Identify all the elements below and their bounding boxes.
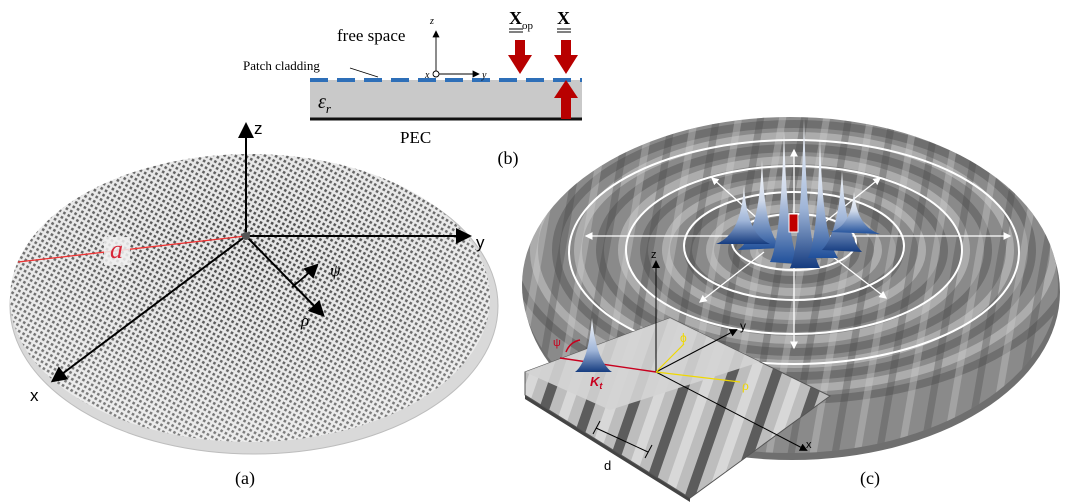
red-arrow-x-down [561, 40, 571, 56]
caption-a: (a) [235, 468, 255, 489]
patch-cladding-label: Patch cladding [243, 58, 320, 73]
inset-peak [575, 318, 612, 372]
x-axis [50, 235, 247, 383]
c-x-label: x [806, 439, 812, 451]
rho-vector [245, 235, 325, 317]
period-label: d [604, 458, 611, 473]
period-dim [595, 427, 649, 453]
rho-label: ρ [300, 311, 309, 330]
panel-a: a z y x ψ ρ (a) [9, 119, 499, 489]
c-y-axis [655, 329, 738, 373]
field-peaks [716, 118, 880, 268]
c-x-axis [655, 371, 808, 451]
xop-label: Xop [509, 8, 534, 32]
c-rho-label: ρ [742, 379, 749, 393]
dielectric-slab [310, 80, 582, 118]
c-psi-label: ψ [553, 337, 561, 349]
feed-source [788, 213, 799, 233]
psi-arc [291, 263, 319, 288]
z-axis-label: z [254, 119, 263, 138]
b-x-axis-dot [432, 70, 440, 78]
kt-line [559, 357, 657, 373]
caption-b: (b) [498, 148, 519, 169]
psi-label: ψ [330, 261, 341, 280]
kt-label: Kt [590, 374, 603, 391]
b-z-label: z [429, 16, 434, 27]
x-axis-label: x [30, 386, 39, 405]
y-axis-label: y [476, 233, 485, 252]
panel-c: z y x ϕ ρ ψ Kt d (c) [522, 117, 1060, 502]
leader-line [349, 67, 379, 78]
x-tensor-label: X [557, 8, 570, 28]
b-x-label: x [424, 70, 430, 81]
inset-slab-side [525, 395, 690, 502]
epsilon-label: εr [318, 91, 332, 116]
b-y-label: y [481, 70, 487, 81]
radius-line [17, 235, 247, 263]
free-space-label: free space [337, 26, 405, 45]
c-phi-label: ϕ [680, 331, 687, 345]
c-phi-ray [655, 343, 685, 373]
c-rho-ray [655, 371, 741, 383]
psi-arc-c [565, 339, 581, 353]
pec-label: PEC [400, 128, 431, 147]
red-arrow-x-up [554, 80, 578, 98]
panel-b: free space Patch cladding εr PEC z x y X… [243, 8, 582, 169]
c-y-label: y [740, 319, 746, 333]
c-z-label: z [651, 249, 657, 261]
radius-label: a [110, 235, 123, 264]
red-arrow-xop [515, 40, 525, 56]
caption-c: (c) [860, 468, 880, 489]
